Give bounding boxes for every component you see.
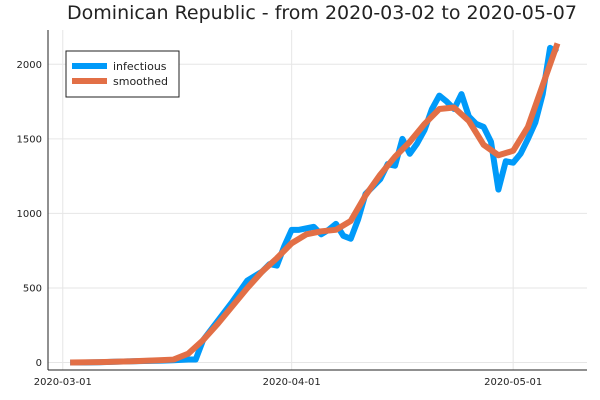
x-tick-label: 2020-04-01 bbox=[263, 377, 321, 388]
legend: infectious smoothed bbox=[65, 50, 180, 98]
x-tick-label: 2020-05-01 bbox=[484, 377, 542, 388]
legend-label-infectious: infectious bbox=[113, 60, 167, 73]
y-tick-label: 0 bbox=[36, 358, 42, 369]
axes bbox=[47, 30, 587, 371]
y-tick-label: 2000 bbox=[17, 60, 42, 71]
y-tick-label: 1000 bbox=[17, 209, 42, 220]
legend-label-smoothed: smoothed bbox=[113, 75, 168, 88]
legend-box bbox=[65, 50, 180, 98]
chart-title: Dominican Republic - from 2020-03-02 to … bbox=[67, 2, 577, 24]
series-line-smoothed bbox=[70, 42, 561, 366]
x-tick-label: 2020-03-01 bbox=[34, 377, 92, 388]
plot-area bbox=[70, 42, 561, 366]
y-tick-label: 1500 bbox=[17, 134, 42, 145]
y-tick-label: 500 bbox=[23, 283, 42, 294]
tick-labels: 2020-03-01 2020-04-01 2020-05-01 0 500 1000 15… bbox=[17, 60, 543, 388]
